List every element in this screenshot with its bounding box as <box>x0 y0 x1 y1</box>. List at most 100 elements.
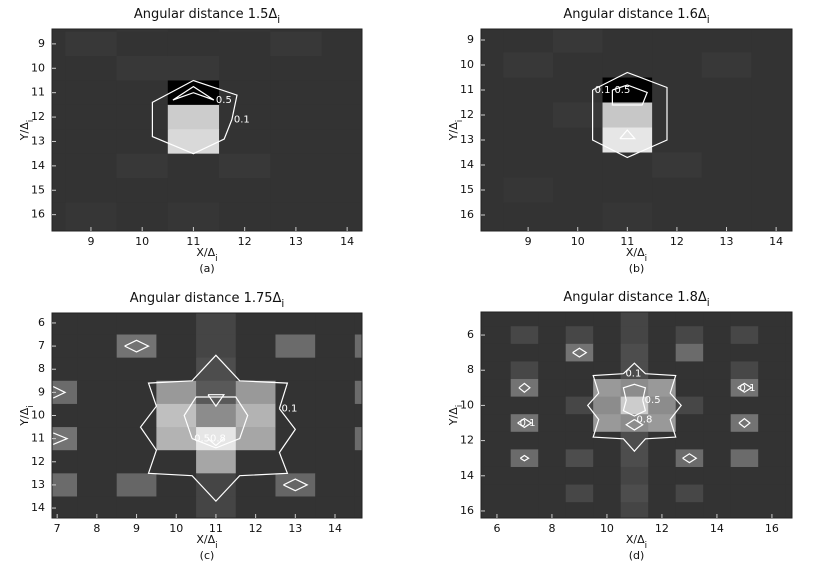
x-tick-label: 13 <box>289 235 303 248</box>
heat-cell <box>602 177 653 203</box>
heat-cell <box>565 466 594 486</box>
heat-cell <box>620 449 649 468</box>
contour-label: 0.1 <box>520 418 536 429</box>
heat-cell <box>219 56 271 81</box>
contour-line <box>151 79 238 155</box>
heat-cell <box>538 502 567 518</box>
heat-cell <box>196 334 237 359</box>
heat-cell <box>321 153 362 179</box>
heat-cell <box>730 326 759 345</box>
heat-cell <box>648 343 677 362</box>
heat-cell <box>481 227 504 231</box>
heat-cell <box>620 312 649 327</box>
heat-cell <box>538 449 567 468</box>
plot-area: 0.10.5 <box>52 29 362 231</box>
heat-cell <box>648 361 677 380</box>
heat-cell <box>481 29 504 53</box>
heat-cell <box>275 313 316 336</box>
heat-cell <box>503 152 554 178</box>
heat-cell <box>593 502 622 518</box>
x-tick-label: 11 <box>186 235 200 248</box>
heat-cell <box>751 3 801 29</box>
x-axis-label-sub: i <box>215 254 217 264</box>
contour-label: 0.1 <box>740 383 756 394</box>
heat-cell <box>510 449 539 468</box>
heat-cell <box>703 326 732 345</box>
x-axis-label-main: X/Δ <box>626 246 645 259</box>
heat-cell <box>602 202 653 228</box>
contour-label: 0.5 <box>614 85 630 96</box>
x-tick-label: 11 <box>620 235 634 248</box>
heat-cell <box>730 396 759 415</box>
caption: (b) <box>629 262 645 275</box>
heat-cell <box>77 473 118 497</box>
caption: (a) <box>199 262 214 275</box>
x-tick-label: 13 <box>288 522 302 535</box>
heat-cell <box>52 334 78 359</box>
y-axis-label-main: Y/Δ <box>18 407 31 426</box>
x-tick-label: 10 <box>600 522 614 535</box>
heat-cell <box>483 431 512 450</box>
heat-cell <box>593 484 622 503</box>
heat-cell <box>538 396 567 415</box>
heat-cell <box>565 449 594 468</box>
heat-cell <box>77 450 118 474</box>
x-axis-label-main: X/Δ <box>626 533 645 546</box>
heat-cell <box>785 312 792 327</box>
chart-title: Angular distance 1.6Δi <box>563 7 709 27</box>
y-tick-label: 12 <box>31 455 45 468</box>
heat-cell <box>758 379 787 398</box>
heat-cell <box>483 343 512 362</box>
heat-cell <box>116 496 157 518</box>
heat-cell <box>652 77 703 103</box>
heat-cell <box>552 202 604 228</box>
heat-cell <box>270 202 323 228</box>
y-tick-label: 15 <box>31 183 45 196</box>
heat-cell <box>593 361 622 380</box>
heat-cell <box>593 379 622 398</box>
heat-cell <box>703 343 732 362</box>
heat-cell <box>167 178 220 203</box>
x-tick-label: 8 <box>548 522 555 535</box>
heat-cell <box>593 466 622 486</box>
y-tick-label: 8 <box>38 362 45 375</box>
heat-cell <box>52 178 66 203</box>
heat-cell <box>751 29 792 53</box>
y-tick-label: 12 <box>31 110 45 123</box>
heat-cell <box>730 484 759 503</box>
heat-cell <box>116 313 157 336</box>
contour-label: 0.1 <box>281 404 297 415</box>
y-tick-label: 14 <box>31 501 45 514</box>
heat-cell <box>483 312 512 327</box>
heat-cell <box>703 431 732 450</box>
heat-cell <box>552 127 604 153</box>
heat-cell <box>510 396 539 415</box>
heat-cell <box>116 56 169 81</box>
heat-cell <box>270 80 323 106</box>
heat-cell <box>652 102 703 128</box>
heat-cell <box>77 357 118 382</box>
heat-cell <box>275 450 316 474</box>
heat-cell <box>652 202 703 228</box>
heat-cell <box>354 380 362 405</box>
heat-cell <box>785 449 792 468</box>
heat-cell <box>315 313 356 336</box>
heat-cell <box>730 502 759 518</box>
heat-cell <box>648 431 677 450</box>
heat-cell <box>510 502 539 518</box>
x-axis-label-main: X/Δ <box>196 246 215 259</box>
heat-cell <box>77 380 118 405</box>
heat-cell <box>703 379 732 398</box>
heat-cell <box>275 403 316 428</box>
contour-line <box>682 453 698 464</box>
heat-cell <box>116 29 169 33</box>
chart-title-main: Angular distance 1.6Δ <box>563 7 707 22</box>
x-tick-label: 12 <box>655 522 669 535</box>
chart-title-sub: i <box>707 14 710 26</box>
heat-cell <box>552 152 604 178</box>
heat-cell <box>156 427 197 451</box>
heat-cell <box>730 414 759 433</box>
heat-cell <box>785 466 792 486</box>
chart-title-sub: i <box>281 298 284 310</box>
heat-cell <box>196 450 237 474</box>
